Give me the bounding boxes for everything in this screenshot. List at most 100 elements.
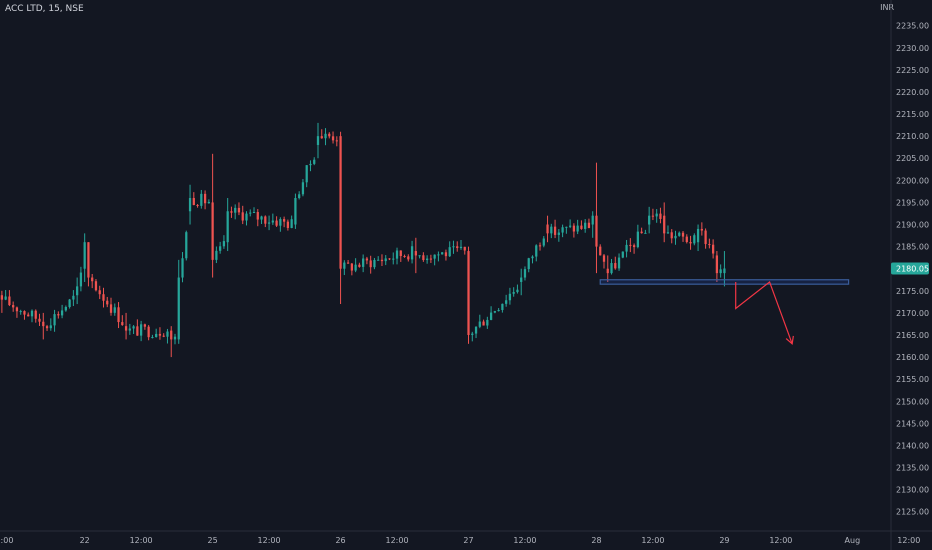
candle-body bbox=[463, 246, 466, 251]
candle bbox=[471, 331, 474, 342]
price-tick-label: 2135.00 bbox=[896, 464, 929, 473]
candle bbox=[561, 224, 564, 238]
price-tick-label: 2130.00 bbox=[896, 486, 929, 495]
candle-body bbox=[636, 231, 639, 248]
candle-body bbox=[493, 311, 496, 313]
candle bbox=[241, 205, 244, 225]
candle-body bbox=[4, 296, 7, 300]
candle bbox=[215, 246, 218, 264]
candle bbox=[384, 255, 387, 266]
time-tick-label: 25 bbox=[208, 536, 218, 545]
candle bbox=[98, 285, 101, 300]
candle bbox=[331, 131, 335, 144]
projection-arrow-path[interactable] bbox=[735, 280, 793, 345]
candle bbox=[685, 234, 688, 244]
candle bbox=[328, 132, 331, 139]
candle bbox=[309, 160, 312, 172]
candle-body bbox=[45, 326, 49, 329]
candle bbox=[437, 251, 440, 262]
candle-body bbox=[535, 245, 538, 257]
candle-body bbox=[700, 228, 703, 231]
candle-body bbox=[610, 263, 613, 274]
candle bbox=[196, 204, 199, 208]
candle bbox=[219, 241, 222, 254]
candle-body bbox=[693, 235, 696, 244]
candle bbox=[602, 254, 606, 269]
last-price-label: 2180.05 bbox=[896, 264, 929, 273]
candle bbox=[429, 254, 433, 263]
candle bbox=[704, 228, 707, 249]
time-tick-label: 12:00 bbox=[513, 536, 536, 545]
candle-body bbox=[474, 326, 478, 334]
candle bbox=[294, 193, 297, 229]
candle bbox=[339, 131, 342, 305]
candle bbox=[403, 254, 406, 258]
candle-body bbox=[346, 262, 350, 264]
time-tick-label: 26 bbox=[335, 536, 345, 545]
price-tick-label: 2125.00 bbox=[896, 508, 929, 517]
candle bbox=[350, 262, 353, 276]
candle bbox=[520, 268, 523, 296]
candle bbox=[106, 296, 109, 308]
candle-body bbox=[501, 303, 504, 311]
candle bbox=[659, 207, 662, 224]
candle-body bbox=[625, 244, 628, 252]
candle-body bbox=[497, 310, 500, 312]
candle-body bbox=[712, 244, 715, 254]
candle bbox=[87, 242, 90, 287]
candle-body bbox=[30, 310, 34, 317]
candle bbox=[568, 219, 572, 229]
time-tick-label: 12:00 bbox=[258, 536, 281, 545]
candle-body bbox=[222, 241, 226, 247]
candle-body bbox=[538, 245, 542, 247]
candle bbox=[614, 256, 617, 270]
candle bbox=[527, 257, 530, 273]
candle-body bbox=[181, 258, 184, 278]
price-axis: 2125.00 2130.00 2135.00 2140.00 2145.00 2150.… bbox=[890, 0, 929, 550]
candle bbox=[177, 259, 180, 344]
candle bbox=[708, 238, 711, 249]
time-tick-label: 28 bbox=[591, 536, 601, 545]
candle bbox=[4, 289, 7, 301]
candle bbox=[79, 266, 83, 292]
candles-layer bbox=[0, 122, 726, 358]
candle bbox=[369, 255, 372, 274]
candle-body bbox=[94, 281, 98, 291]
candle-body bbox=[343, 262, 346, 269]
candle-body bbox=[674, 235, 677, 239]
candle-body bbox=[708, 244, 711, 246]
candle-body bbox=[207, 201, 210, 204]
candle-body bbox=[143, 324, 147, 327]
candle bbox=[565, 226, 568, 234]
candle-body bbox=[602, 255, 606, 262]
candle bbox=[23, 310, 26, 320]
candle-body bbox=[444, 252, 448, 257]
candle bbox=[8, 290, 11, 307]
candle bbox=[693, 233, 696, 246]
candle bbox=[666, 225, 670, 234]
support-zone-rectangle[interactable] bbox=[599, 279, 850, 285]
candle-body bbox=[219, 246, 222, 251]
candle bbox=[282, 216, 286, 228]
candle-body bbox=[279, 219, 282, 226]
candle bbox=[640, 227, 643, 234]
candle-body bbox=[651, 215, 655, 217]
candle-body bbox=[621, 251, 624, 258]
candle bbox=[523, 266, 527, 281]
candle-body bbox=[305, 165, 308, 183]
candle-body bbox=[467, 251, 470, 335]
candle-body bbox=[64, 307, 67, 311]
candle bbox=[245, 211, 248, 226]
candle-body bbox=[331, 136, 335, 141]
candle-body bbox=[294, 198, 297, 225]
candle-body bbox=[362, 258, 365, 267]
candle-body bbox=[196, 205, 199, 207]
candle bbox=[433, 254, 436, 266]
candle bbox=[463, 246, 466, 255]
candle-body bbox=[34, 310, 37, 319]
candle-body bbox=[260, 216, 263, 220]
candle-body bbox=[550, 226, 553, 234]
candle-body bbox=[215, 250, 218, 260]
candle-body bbox=[403, 256, 406, 258]
